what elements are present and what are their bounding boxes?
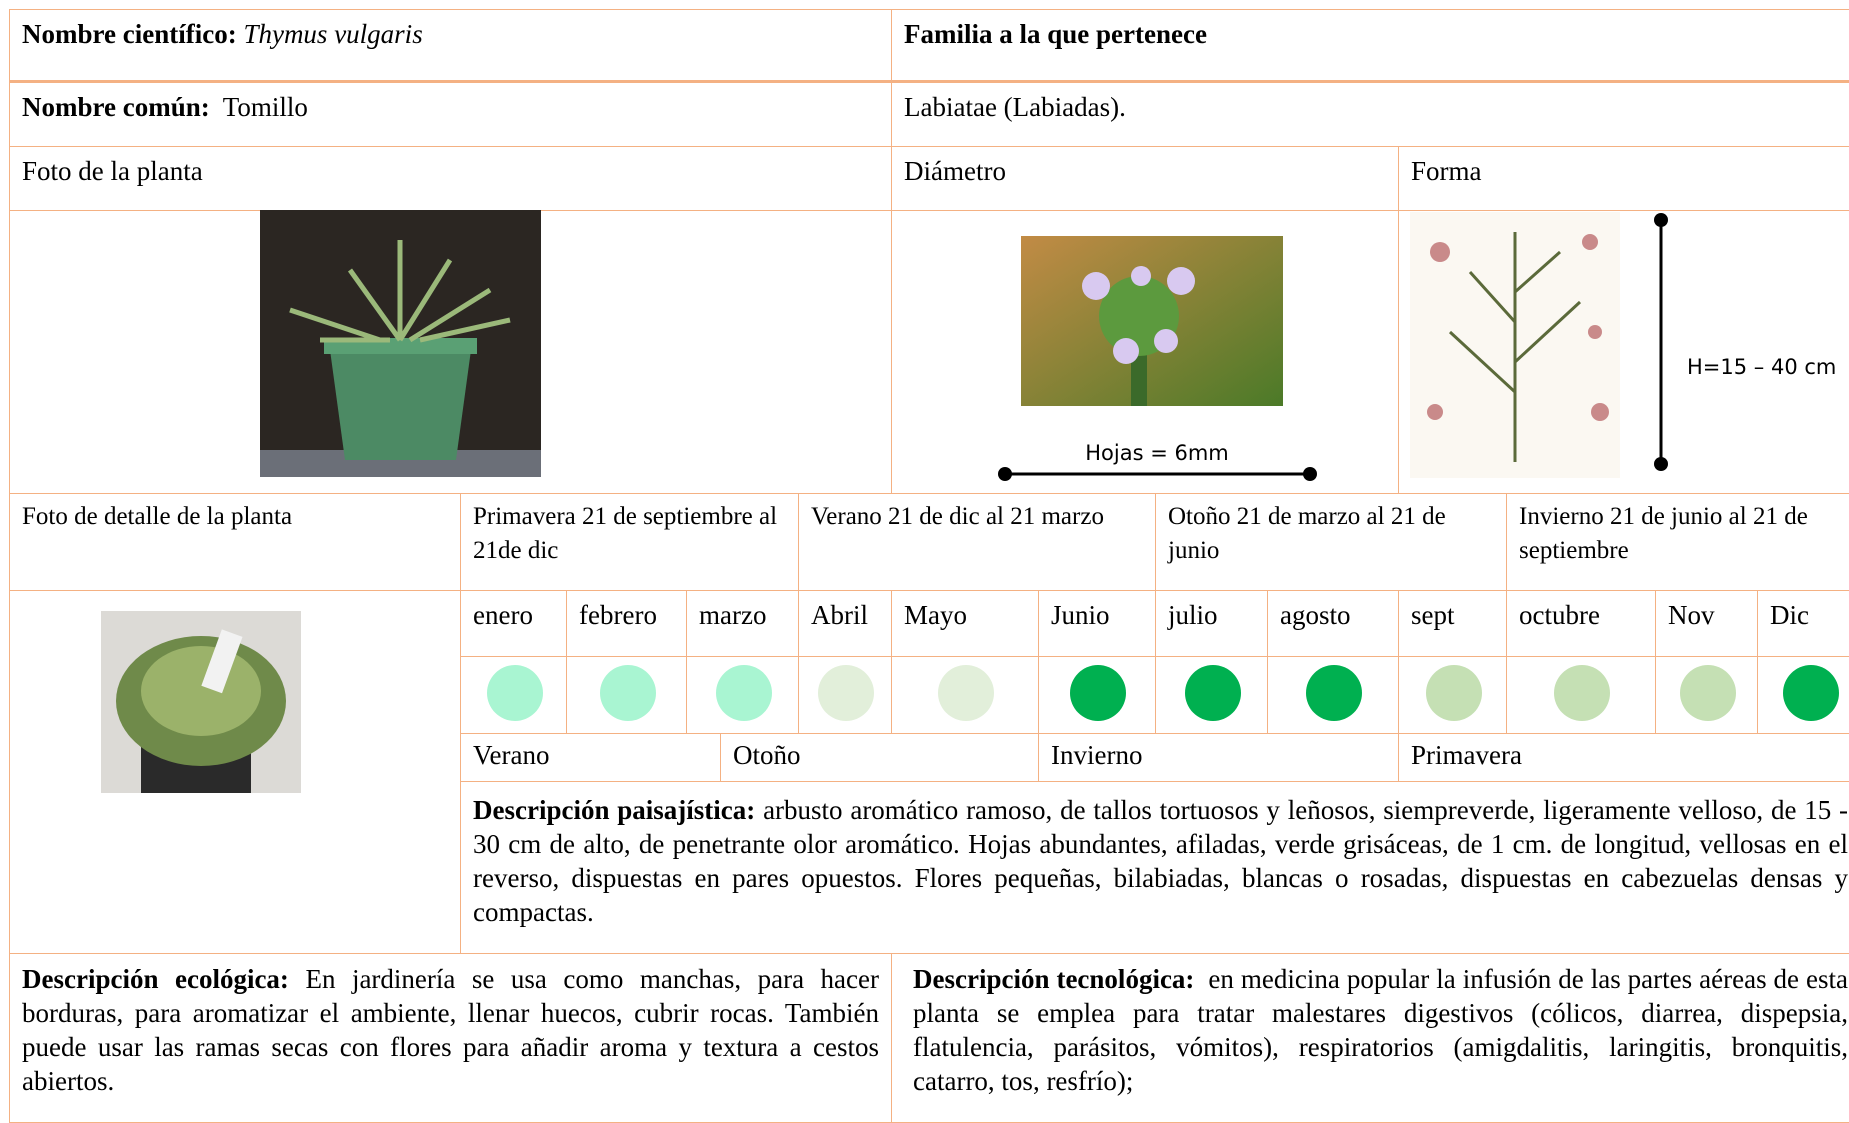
- text: Invierno: [1051, 740, 1143, 770]
- dot: [938, 665, 994, 721]
- dot-cell: [1155, 656, 1268, 734]
- month-cell: enero: [460, 590, 567, 657]
- text: En jardinería se usa como manchas, para …: [22, 964, 880, 1096]
- month-cell: octubre: [1506, 590, 1656, 657]
- text: Abril: [811, 600, 868, 630]
- text: sept: [1411, 600, 1455, 630]
- flower-photo: [1021, 236, 1283, 406]
- text: agosto: [1280, 600, 1351, 630]
- value: Tomillo: [222, 92, 308, 122]
- dot-cell: [1038, 656, 1156, 734]
- season-cell: Primavera: [1398, 733, 1849, 782]
- season-cell: Verano: [460, 733, 721, 782]
- text: Dic: [1770, 600, 1809, 630]
- shape-illustration: H=15 – 40 cm: [1410, 212, 1836, 478]
- cell: Descripción ecológica: En jardinería se …: [9, 953, 892, 1123]
- month-cell: Mayo: [891, 590, 1039, 657]
- text: Primavera: [1411, 740, 1522, 770]
- month-cell: Dic: [1757, 590, 1849, 657]
- label: Nombre común:: [22, 92, 210, 122]
- cell: Labiatae (Labiadas).: [891, 82, 1849, 147]
- text: Junio: [1051, 600, 1110, 630]
- cell: Nombre común: Tomillo: [9, 82, 892, 147]
- cell: Descripción tecnológica: en medicina pop…: [891, 953, 1849, 1123]
- season-cell: Otoño 21 de marzo al 21 de junio: [1155, 493, 1507, 591]
- text: arbusto aromático ramoso, de tallos tort…: [473, 795, 1849, 927]
- dot: [1184, 665, 1241, 721]
- dot-cell: [1506, 656, 1656, 734]
- label: Foto de detalle de la planta: [22, 503, 293, 530]
- dot: [599, 665, 656, 721]
- label: Diámetro: [904, 156, 1006, 186]
- text: enero: [473, 600, 533, 630]
- month-cell: marzo: [686, 590, 799, 657]
- label: Descripción ecológica:: [22, 964, 289, 994]
- detail-photo: [101, 611, 301, 793]
- cell: Forma: [1398, 146, 1849, 211]
- text: Invierno 21 de junio al 21 de septiembre: [1519, 503, 1808, 564]
- dot-cell: [891, 656, 1039, 734]
- text: febrero: [579, 600, 657, 630]
- dot: [1782, 665, 1839, 721]
- diameter-scale: Hojas = 6mm: [998, 441, 1317, 481]
- label: Foto de la planta: [22, 156, 203, 186]
- cell: Foto de detalle de la planta: [9, 493, 461, 591]
- month-cell: Abril: [798, 590, 892, 657]
- cell: Descripción paisajística: arbusto aromát…: [460, 781, 1849, 954]
- month-cell: sept: [1398, 590, 1507, 657]
- text: Verano: [473, 740, 550, 770]
- dot: [486, 665, 543, 721]
- dot: [1070, 665, 1126, 721]
- cell: Nombre científico: Thymus vulgaris: [9, 9, 892, 83]
- cell: Familia a la que pertenece: [891, 9, 1849, 83]
- text: Nov: [1668, 600, 1715, 630]
- dot: [1554, 665, 1610, 721]
- month-cell: Junio: [1038, 590, 1156, 657]
- season-cell: Otoño: [720, 733, 1039, 782]
- season-cell: Primavera 21 de septiembre al 21de dic: [460, 493, 799, 591]
- text: Otoño: [733, 740, 801, 770]
- season-cell: Invierno: [1038, 733, 1399, 782]
- height-note: H=15 – 40 cm: [1687, 355, 1836, 379]
- dot: [818, 665, 874, 721]
- month-cell: agosto: [1267, 590, 1399, 657]
- month-cell: Nov: [1655, 590, 1758, 657]
- dot-cell: [566, 656, 687, 734]
- dot: [1679, 665, 1736, 721]
- label: Forma: [1411, 156, 1482, 186]
- text: Mayo: [904, 600, 967, 630]
- month-cell: julio: [1155, 590, 1268, 657]
- dot-cell: [1398, 656, 1507, 734]
- dot: [1425, 665, 1482, 721]
- cell: Foto de la planta: [9, 146, 892, 211]
- dot-cell: [460, 656, 567, 734]
- season-cell: Verano 21 de dic al 21 marzo: [798, 493, 1156, 591]
- label: Familia a la que pertenece: [904, 19, 1207, 49]
- label: Descripción paisajística:: [473, 795, 756, 825]
- plant-photo: [260, 210, 541, 477]
- text: en medicina popular la infusión de las p…: [913, 964, 1849, 1096]
- text: octubre: [1519, 600, 1600, 630]
- text: Otoño 21 de marzo al 21 de junio: [1168, 503, 1446, 564]
- value: Thymus vulgaris: [243, 19, 423, 49]
- dot-cell: [1757, 656, 1849, 734]
- cell: Diámetro: [891, 146, 1399, 211]
- month-cell: febrero: [566, 590, 687, 657]
- dot-cell: [798, 656, 892, 734]
- text: Primavera 21 de septiembre al 21de dic: [473, 503, 778, 564]
- text: julio: [1168, 600, 1218, 630]
- label: Nombre científico:: [22, 19, 237, 49]
- leaves-note: Hojas = 6mm: [1085, 441, 1229, 465]
- dot-cell: [1655, 656, 1758, 734]
- dot: [1306, 665, 1362, 721]
- dot-cell: [686, 656, 799, 734]
- season-cell: Invierno 21 de junio al 21 de septiembre: [1506, 493, 1849, 591]
- dot: [715, 665, 772, 721]
- label: Descripción tecnológica:: [913, 964, 1195, 994]
- value: Labiatae (Labiadas).: [904, 92, 1126, 122]
- text: Verano 21 de dic al 21 marzo: [811, 503, 1104, 530]
- dot-cell: [1267, 656, 1399, 734]
- text: marzo: [699, 600, 767, 630]
